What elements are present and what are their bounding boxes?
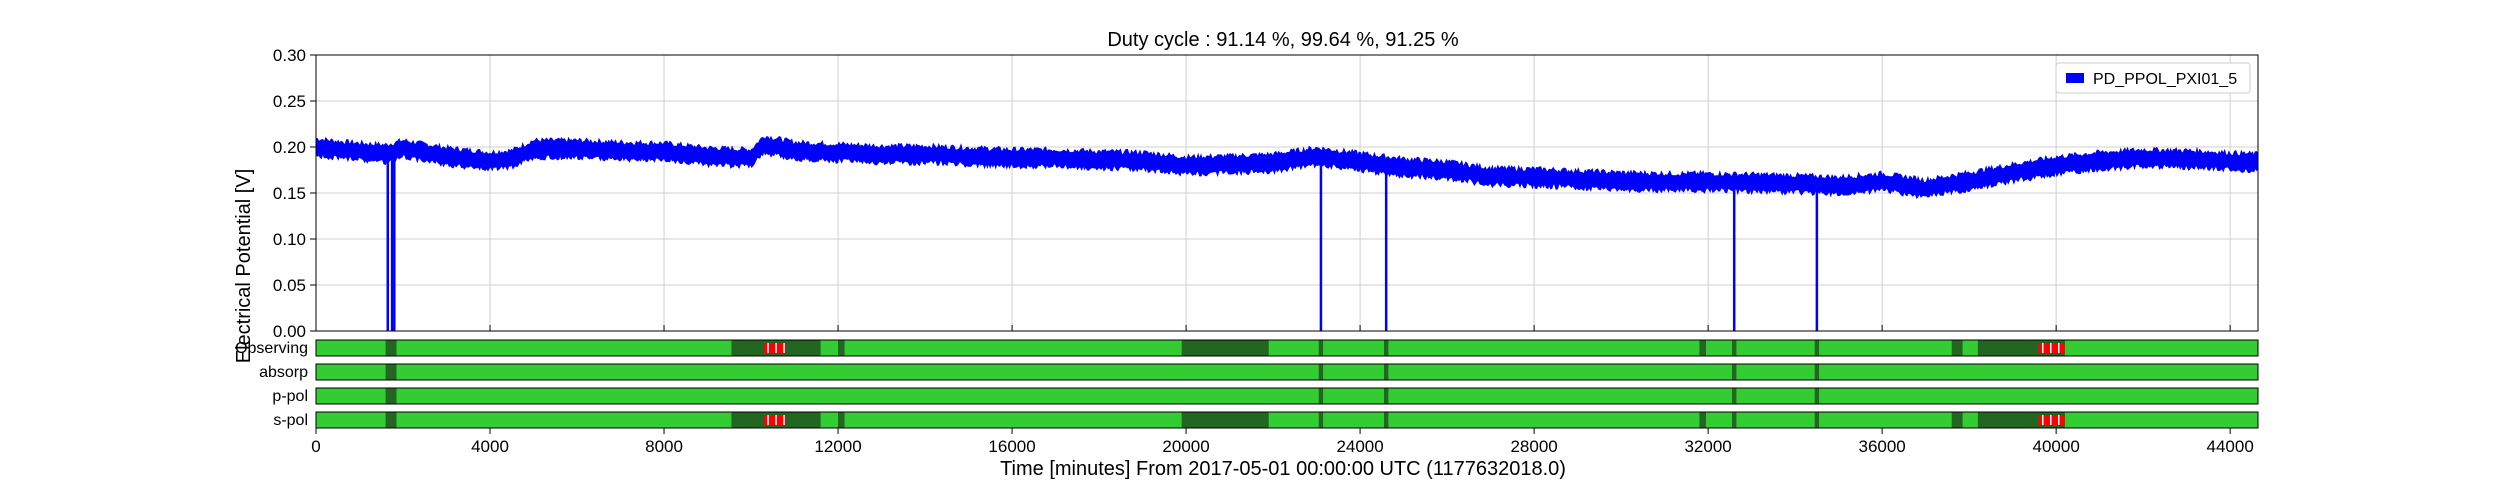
x-tick-label: 8000 <box>645 437 683 456</box>
y-tick-label: 0.05 <box>273 276 306 295</box>
segment-flag-rows: Observing absorp p-pol s-pol <box>235 339 2259 429</box>
flag-row-observing <box>316 340 2258 356</box>
x-tick-label: 28000 <box>1510 437 1557 456</box>
flag-inactive-segment <box>1699 340 1706 356</box>
legend-box <box>2055 62 2251 94</box>
x-tick-label: 0 <box>311 437 320 456</box>
x-tick-label: 4000 <box>471 437 509 456</box>
flag-inactive-segment <box>1318 340 1324 356</box>
y-tick-label: 0.20 <box>273 138 306 157</box>
flag-row-label: absorp <box>259 364 308 381</box>
main-plot-area: 0.00 0.05 0.10 0.15 0.20 0.25 0.30 <box>273 46 2259 341</box>
flag-inactive-segment <box>385 340 397 356</box>
y-tick-label: 0.00 <box>273 322 306 341</box>
y-tick-label: 0.30 <box>273 46 306 65</box>
x-tick-label: 36000 <box>1858 437 1905 456</box>
flag-inactive-segment <box>1951 412 1963 428</box>
flag-inactive-segment <box>1814 340 1820 356</box>
x-tick-label: 24000 <box>1336 437 1383 456</box>
flag-inactive-segment <box>1318 364 1324 380</box>
legend-swatch <box>2066 73 2084 83</box>
flag-inactive-segment <box>1732 412 1737 428</box>
flag-inactive-segment <box>1699 412 1706 428</box>
y-axis-label: Electrical Potential [V] <box>233 169 255 364</box>
x-tick-label: 20000 <box>1162 437 1209 456</box>
flag-inactive-segment <box>1384 364 1389 380</box>
y-tick-label: 0.10 <box>273 230 306 249</box>
flag-row-absorp <box>316 364 2258 380</box>
flag-inactive-segment <box>1732 388 1737 404</box>
legend: PD_PPOL_PXI01_5 <box>2055 62 2251 94</box>
flag-inactive-segment <box>385 412 397 428</box>
flag-known-segment <box>2038 343 2065 353</box>
x-tick-label: 12000 <box>814 437 861 456</box>
flag-inactive-segment <box>1814 388 1820 404</box>
flag-inactive-segment <box>1318 388 1324 404</box>
flag-inactive-segment <box>1732 340 1737 356</box>
chart-title: Duty cycle : 91.14 %, 99.64 %, 91.25 % <box>1107 29 1459 51</box>
x-tick-label: 32000 <box>1684 437 1731 456</box>
flag-inactive-segment <box>1384 412 1389 428</box>
flag-known-segment <box>764 415 786 425</box>
flag-inactive-segment <box>385 388 397 404</box>
flag-inactive-segment <box>838 412 845 428</box>
flag-inactive-segment <box>1181 340 1269 356</box>
legend-label: PD_PPOL_PXI01_5 <box>2093 71 2237 88</box>
x-axis: 0 4000 8000 12000 16000 20000 24000 28000 32000 3… <box>311 325 2254 456</box>
flag-row-label: s-pol <box>273 412 308 429</box>
x-tick-label: 40000 <box>2033 437 2080 456</box>
flag-row-label: Observing <box>235 340 308 357</box>
flag-known-segment <box>2038 415 2065 425</box>
flag-inactive-segment <box>385 364 397 380</box>
flag-row-frame <box>315 363 2259 381</box>
flag-inactive-segment <box>1814 364 1820 380</box>
flag-inactive-segment <box>1318 412 1324 428</box>
flag-row-frame <box>315 411 2259 429</box>
flag-inactive-segment <box>838 340 845 356</box>
flag-inactive-segment <box>1814 412 1820 428</box>
flag-row-p-pol <box>316 388 2258 404</box>
flag-inactive-segment <box>1384 340 1389 356</box>
flag-inactive-segment <box>1732 364 1737 380</box>
y-tick-label: 0.25 <box>273 92 306 111</box>
x-tick-label: 16000 <box>988 437 1035 456</box>
x-axis-label: Time [minutes] From 2017-05-01 00:00:00 … <box>1000 458 1566 480</box>
flag-row-label: p-pol <box>272 388 308 405</box>
flag-inactive-segment <box>1384 388 1389 404</box>
y-tick-label: 0.15 <box>273 184 306 203</box>
flag-row-frame <box>315 387 2259 405</box>
x-tick-label: 44000 <box>2207 437 2254 456</box>
flag-row-s-pol <box>316 412 2258 428</box>
flag-inactive-segment <box>1181 412 1269 428</box>
flag-known-segment <box>764 343 786 353</box>
plot-frame <box>315 54 2259 332</box>
flag-row-frame <box>315 339 2259 357</box>
flag-inactive-segment <box>1951 340 1963 356</box>
